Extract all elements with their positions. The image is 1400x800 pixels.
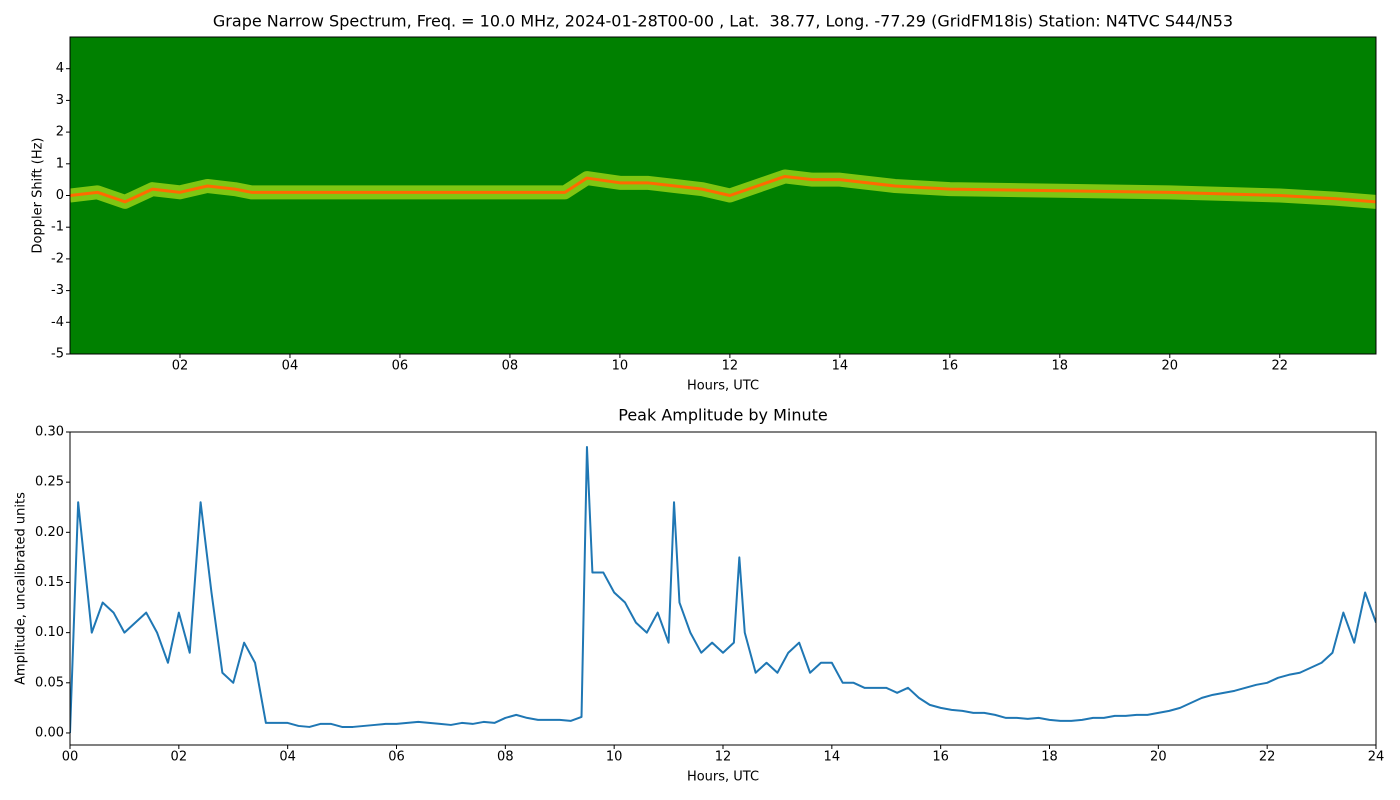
x-tick-label: 12 — [715, 750, 732, 765]
x-tick-label: 24 — [1368, 750, 1385, 765]
x-tick-label: 14 — [824, 750, 841, 765]
x-axis-label: Hours, UTC — [687, 379, 759, 394]
x-tick-label: 00 — [62, 750, 79, 765]
x-tick-label: 20 — [1162, 359, 1179, 374]
y-tick-label: 0.20 — [35, 525, 64, 540]
x-axis-label: Hours, UTC — [687, 770, 759, 785]
x-tick-label: 18 — [1052, 359, 1069, 374]
x-tick-label: 06 — [388, 750, 405, 765]
x-tick-label: 06 — [392, 359, 409, 374]
y-axis-label: Doppler Shift (Hz) — [31, 138, 46, 254]
y-axis-label: Amplitude, uncalibrated units — [14, 492, 29, 685]
y-tick-label: 0.05 — [35, 675, 64, 690]
y-tick-label: -5 — [51, 347, 64, 362]
plot-frame — [69, 431, 1377, 746]
y-tick-label: 0.00 — [35, 725, 64, 740]
x-tick-label: 12 — [722, 359, 739, 374]
plot-area — [70, 446, 1376, 733]
x-tick-label: 14 — [832, 359, 849, 374]
chart-title: Grape Narrow Spectrum, Freq. = 10.0 MHz,… — [213, 12, 1233, 31]
signal-trace — [70, 174, 1376, 204]
x-tick-label: 18 — [1041, 750, 1058, 765]
y-tick-label: 3 — [56, 93, 64, 108]
x-tick-label: 02 — [172, 359, 189, 374]
x-tick-label: 08 — [502, 359, 519, 374]
y-tick-label: 0.30 — [35, 425, 64, 440]
x-tick-label: 22 — [1271, 359, 1288, 374]
y-tick-label: -4 — [51, 315, 64, 330]
x-tick-label: 16 — [942, 359, 959, 374]
line — [70, 446, 1376, 733]
x-tick-label: 04 — [282, 359, 299, 374]
y-tick-label: 1 — [56, 156, 64, 171]
y-tick-label: -1 — [51, 220, 64, 235]
chart-title: Peak Amplitude by Minute — [618, 406, 828, 425]
y-tick-label: 2 — [56, 125, 64, 140]
y-tick-label: -2 — [51, 251, 64, 266]
x-tick-label: 10 — [612, 359, 629, 374]
y-tick-label: 0 — [56, 188, 64, 203]
y-tick-label: 0.10 — [35, 625, 64, 640]
y-tick-label: 0.25 — [35, 475, 64, 490]
x-tick-label: 10 — [606, 750, 623, 765]
y-tick-label: 0.15 — [35, 575, 64, 590]
x-tick-label: 16 — [932, 750, 949, 765]
y-tick-label: -3 — [51, 283, 64, 298]
x-tick-label: 04 — [279, 750, 296, 765]
x-tick-label: 22 — [1259, 750, 1276, 765]
x-tick-label: 08 — [497, 750, 514, 765]
plot-area — [70, 169, 1376, 209]
y-tick-label: 4 — [56, 61, 64, 76]
x-tick-label: 02 — [171, 750, 188, 765]
x-tick-label: 20 — [1150, 750, 1167, 765]
